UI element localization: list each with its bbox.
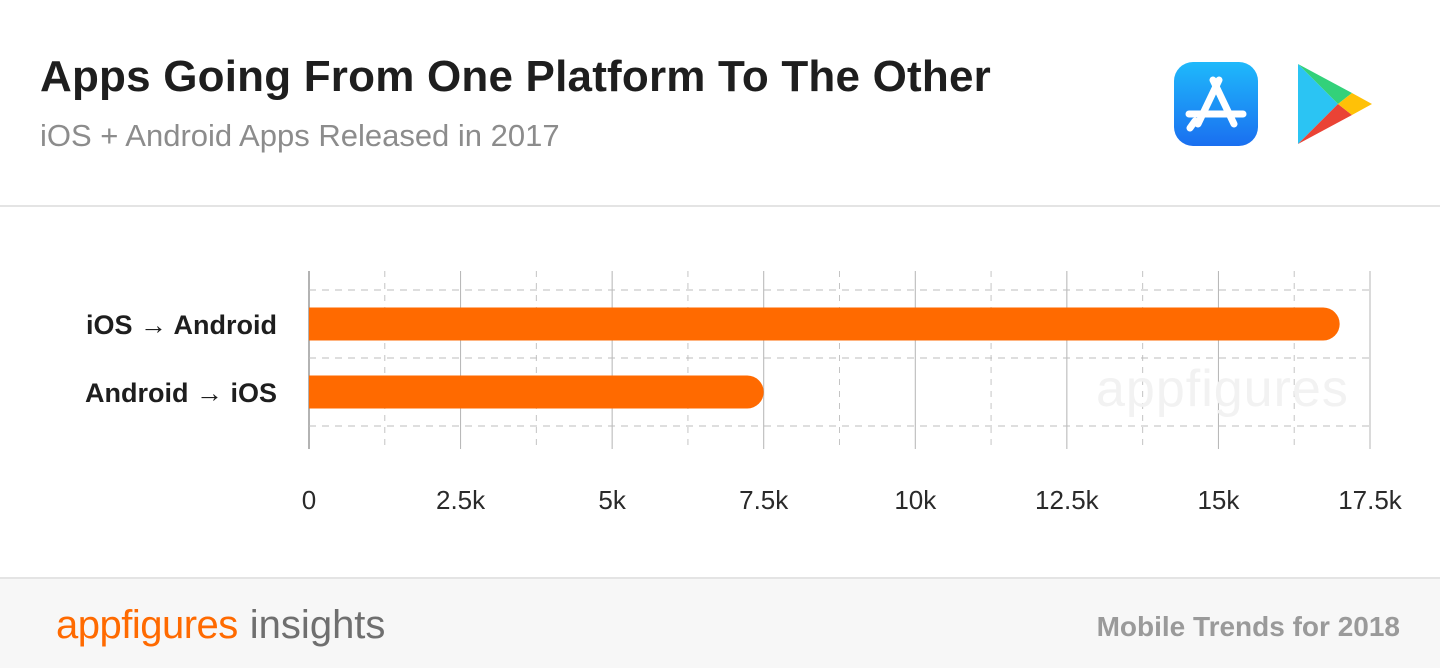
bar-chart: iOS → Android Android → iOS 0 2.5k 5k 7.5k 10k… [85,271,1403,515]
brand-logo: appfigures insights [56,603,385,648]
chart-title: Apps Going From One Platform To The Othe… [40,52,991,101]
x-tick-label: 2.5k [436,485,486,515]
chart-subtitle: iOS + Android Apps Released in 2017 [40,118,560,153]
x-tick-label: 5k [598,485,626,515]
category-label: iOS → Android [86,310,277,340]
footer: appfigures insights Mobile Trends for 201… [0,577,1440,668]
footer-tagline: Mobile Trends for 2018 [1096,611,1400,642]
google-play-icon [1298,64,1372,144]
chart-header: Apps Going From One Platform To The Othe… [0,0,1440,207]
category-label: Android → iOS [85,378,277,408]
x-tick-label: 12.5k [1035,485,1100,515]
x-tick-label: 10k [894,485,937,515]
app-store-icon [1174,62,1258,146]
x-tick-label: 7.5k [739,485,789,515]
watermark: appfigures [1096,360,1349,418]
brand-name: appfigures [56,603,238,647]
x-tick-label: 15k [1197,485,1240,515]
x-tick-label: 0 [302,485,316,515]
chart-area: iOS → Android Android → iOS 0 2.5k 5k 7.5k 10k… [0,209,1440,577]
bar-ios-to-android [309,307,1340,341]
x-tick-label: 17.5k [1338,485,1403,515]
brand-suffix: insights [249,603,386,647]
bar-android-to-ios [309,375,764,409]
